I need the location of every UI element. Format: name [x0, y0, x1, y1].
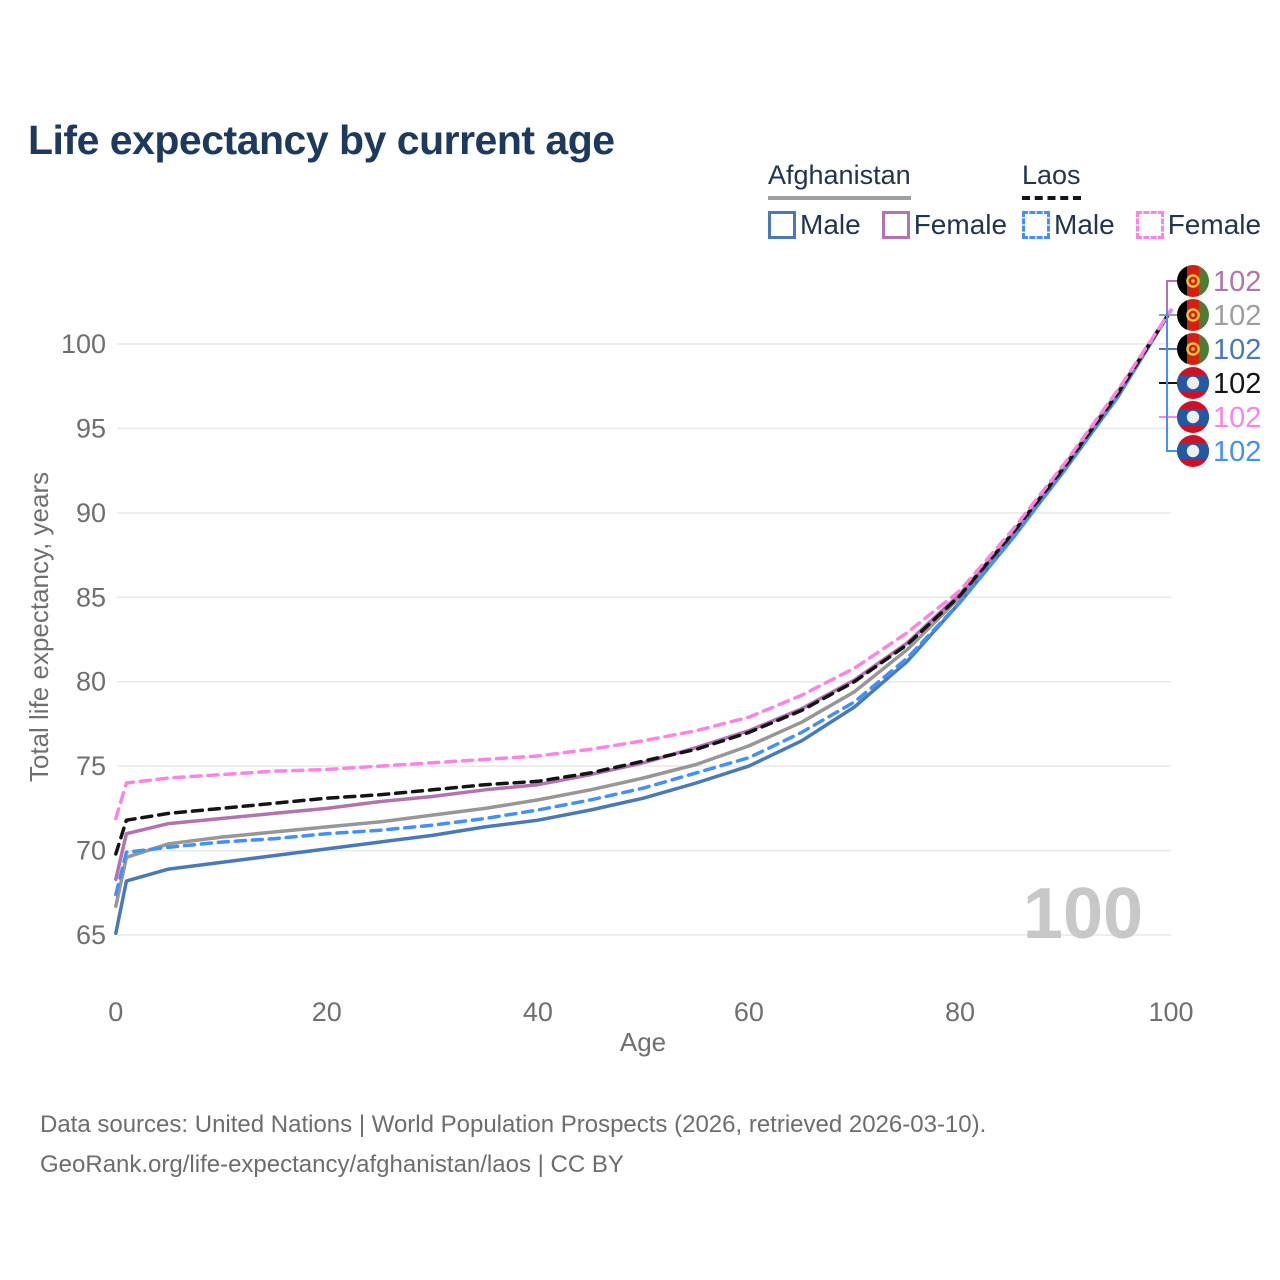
legend-country-laos[interactable]: Laos — [1022, 160, 1081, 200]
series-lines — [114, 308, 1173, 936]
y-tick-label: 85 — [76, 582, 106, 612]
legend-item-afghanistan-female: Female — [881, 209, 1008, 241]
x-tick-label: 100 — [1148, 997, 1193, 1027]
x-axis-title: Age — [620, 1027, 666, 1057]
flag-icon-laos — [1177, 435, 1209, 467]
legend-swatch-laos-male[interactable] — [1022, 211, 1050, 239]
y-tick-label: 80 — [76, 667, 106, 697]
legend-label-laos-female: Female — [1167, 209, 1262, 240]
x-tick-label: 40 — [523, 997, 553, 1027]
flag-icon-afghanistan — [1177, 299, 1209, 331]
footer-attribution-line: GeoRank.org/life-expectancy/afghanistan/… — [40, 1151, 624, 1178]
y-tick-label: 75 — [76, 751, 106, 781]
y-tick-label: 100 — [61, 329, 106, 359]
legend-swatch-afghanistan-female[interactable] — [881, 211, 910, 239]
legend-item-laos-male: Male — [1022, 209, 1115, 241]
legend-country-afghanistan[interactable]: Afghanistan — [768, 160, 911, 200]
series-line-afghanistan[interactable] — [114, 308, 1173, 909]
series-line-afghanistan-male[interactable] — [114, 308, 1173, 936]
legend-label-afghanistan-female: Female — [913, 209, 1008, 240]
y-tick-label: 65 — [76, 920, 106, 950]
x-tick-label: 80 — [945, 997, 975, 1027]
leader-line — [1166, 310, 1177, 452]
flag-icon-laos — [1177, 367, 1209, 399]
legend-group-afghanistan: Afghanistan Male Female — [768, 160, 1007, 241]
series-line-laos-female[interactable] — [114, 308, 1173, 821]
legend-item-afghanistan-male: Male — [768, 209, 861, 241]
legend-label-laos-male: Male — [1054, 209, 1115, 240]
end-label-value: 102 — [1213, 368, 1261, 400]
legend-item-laos-female: Female — [1135, 209, 1262, 241]
legend-items-laos: Male Female — [1022, 209, 1261, 241]
x-tick-label: 60 — [734, 997, 764, 1027]
age-watermark: 100 — [1023, 874, 1143, 954]
series-line-afghanistan-female[interactable] — [114, 308, 1173, 882]
x-tick-label: 0 — [108, 997, 123, 1027]
page-title: Life expectancy by current age — [28, 117, 615, 164]
flag-icon-laos — [1177, 401, 1209, 433]
legend-swatch-afghanistan-male[interactable] — [768, 211, 796, 239]
y-tick-label: 70 — [76, 836, 106, 866]
end-label-value: 102 — [1213, 402, 1261, 434]
legend-items-afghanistan: Male Female — [768, 209, 1007, 241]
series-line-laos-male[interactable] — [114, 308, 1173, 897]
end-label-value: 102 — [1213, 334, 1261, 366]
flag-icon-afghanistan — [1177, 333, 1209, 365]
end-label-value: 102 — [1213, 300, 1261, 332]
footer-source-line: Data sources: United Nations | World Pop… — [40, 1111, 987, 1138]
x-axis-ticks: 0 20 40 60 80 100 — [108, 997, 1193, 1027]
footer: Data sources: United Nations | World Pop… — [40, 1105, 986, 1185]
legend-swatch-laos-female[interactable] — [1135, 211, 1164, 239]
leader-line — [1166, 280, 1177, 311]
x-tick-label: 20 — [312, 997, 342, 1027]
end-label-value: 102 — [1213, 436, 1261, 468]
series-line-laos[interactable] — [114, 308, 1173, 856]
legend-group-laos: Laos Male Female — [1022, 160, 1261, 241]
legend-label-afghanistan-male: Male — [800, 209, 861, 240]
y-tick-label: 90 — [76, 498, 106, 528]
gridlines — [117, 343, 1171, 936]
flag-icon-afghanistan — [1177, 265, 1209, 297]
end-label-value: 102 — [1213, 266, 1261, 298]
y-axis-title: Total life expectancy, years — [24, 472, 54, 782]
y-axis-ticks: 65 70 75 80 85 90 95 100 — [61, 329, 106, 950]
y-tick-label: 95 — [76, 413, 106, 443]
